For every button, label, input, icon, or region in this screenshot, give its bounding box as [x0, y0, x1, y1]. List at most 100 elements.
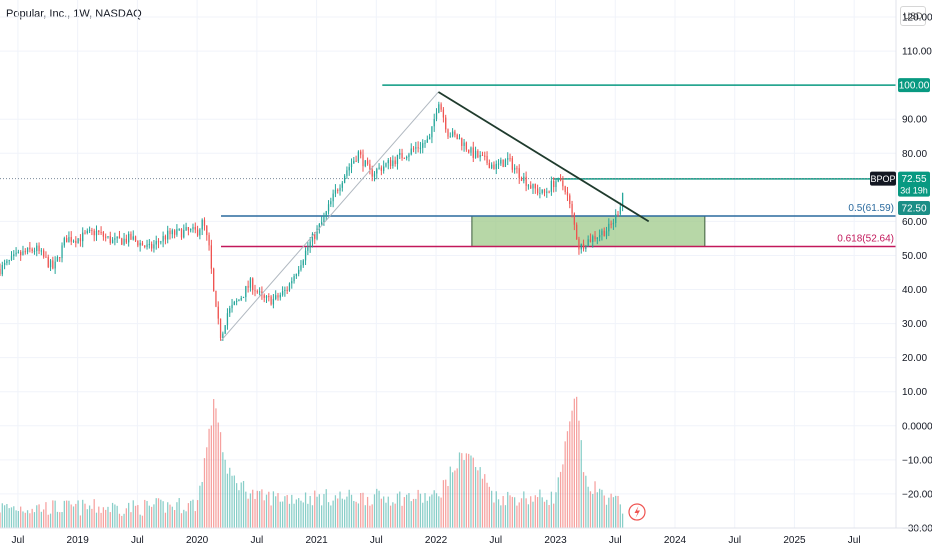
volume-bar: [428, 496, 431, 528]
lightning-icon[interactable]: [628, 503, 646, 521]
volume-bar: [43, 509, 45, 528]
volume-bar: [72, 506, 75, 528]
candle-body: [536, 188, 539, 194]
volume-bar: [236, 483, 238, 528]
candle-body: [617, 214, 619, 216]
volume-bar: [585, 475, 587, 528]
currency-selector[interactable]: USD: [900, 6, 926, 26]
volume-bar: [403, 497, 405, 528]
volume-bar: [82, 499, 84, 528]
candle-body: [36, 245, 38, 251]
volume-bar: [295, 499, 298, 528]
candle-body: [557, 177, 559, 182]
candle-body: [493, 164, 495, 170]
volume-bar: [183, 509, 185, 528]
candle-body: [428, 137, 431, 140]
price-axis[interactable]: 120.00 110.00 90.00 80.00 60.00 50.00 40.00 30.…: [895, 0, 932, 535]
volume-bar: [139, 514, 141, 528]
volume-bar: [190, 500, 192, 528]
candle-body: [173, 230, 176, 235]
candle-body: [293, 276, 295, 282]
volume-bar: [527, 504, 530, 528]
candle-body: [116, 236, 118, 239]
volume-bar: [173, 510, 176, 528]
candle-body: [194, 226, 196, 230]
candle-body: [341, 182, 343, 188]
candle-body: [98, 230, 100, 232]
candle-body: [327, 204, 330, 212]
volume-bar: [621, 513, 624, 528]
candle-body: [601, 230, 603, 236]
volume-bar: [208, 428, 210, 528]
candle-body: [479, 155, 481, 158]
time-axis[interactable]: Jul 2019 Jul 2020 Jul 2021 Jul 2022 Jul 2023 Jul 20…: [0, 527, 932, 546]
candle-body: [247, 286, 249, 288]
volume-bar: [376, 488, 378, 528]
volume-bar: [54, 500, 56, 528]
volume-bar: [203, 458, 206, 528]
volume-bar: [619, 504, 621, 528]
volume-bar: [484, 474, 486, 528]
volume-bar: [385, 502, 387, 528]
volume-bar: [327, 502, 330, 528]
candle-body: [146, 244, 148, 247]
volume-bar: [589, 491, 592, 528]
volume-bar: [399, 491, 401, 528]
candle-body: [79, 238, 82, 242]
volume-bar: [15, 510, 17, 528]
volume-bar: [10, 507, 13, 528]
candle-body: [26, 247, 29, 253]
price-tick-label: 30.00: [902, 319, 927, 330]
candle-body: [534, 183, 536, 189]
volume-bar: [396, 493, 399, 528]
candle-body: [82, 232, 84, 242]
fib-guide-line: [220, 91, 439, 341]
volume-bar: [247, 498, 249, 528]
candle-body: [470, 147, 472, 153]
volume-bar: [610, 493, 612, 528]
candle-body: [213, 268, 215, 291]
volume-bar: [13, 506, 15, 528]
level-100-axis-tag: [898, 78, 930, 93]
volume-bar: [79, 515, 82, 528]
volume-bar: [612, 497, 615, 528]
time-tick-label: 2023: [544, 535, 567, 546]
volume-bar: [601, 489, 603, 528]
candle-body: [497, 163, 500, 165]
candle-body: [128, 233, 130, 243]
volume-bar: [157, 498, 160, 528]
candle-body: [105, 236, 107, 238]
volume-bar: [534, 495, 536, 528]
candle-body: [279, 294, 281, 298]
candle-body: [238, 299, 240, 301]
volume-bar: [242, 480, 245, 528]
volume-bar: [33, 512, 36, 528]
candle-body: [17, 251, 20, 253]
volume-bar: [56, 511, 59, 528]
price-tick-label: 90.00: [902, 115, 927, 126]
candle-body: [72, 240, 75, 242]
volume-bar: [371, 504, 373, 528]
candle-body: [180, 228, 183, 238]
candle-body: [348, 167, 350, 171]
volume-bar: [465, 453, 468, 528]
volume-bar: [394, 503, 396, 528]
candle-body: [139, 242, 141, 246]
candle-body: [474, 150, 477, 158]
volume-bar: [185, 511, 187, 528]
volume-bar: [348, 489, 350, 528]
candle-body: [415, 147, 417, 149]
volume-bar: [180, 513, 183, 528]
candle-body: [520, 177, 523, 181]
candle-body: [500, 159, 502, 164]
volume-bar: [566, 431, 569, 528]
candle-body: [240, 297, 242, 300]
volume-bar: [258, 491, 261, 528]
volume-bar: [240, 482, 242, 528]
candle-body: [387, 160, 389, 164]
volume-bar: [332, 500, 334, 528]
candle-body: [236, 300, 238, 302]
candle-body: [295, 273, 298, 277]
candle-body: [532, 183, 534, 189]
